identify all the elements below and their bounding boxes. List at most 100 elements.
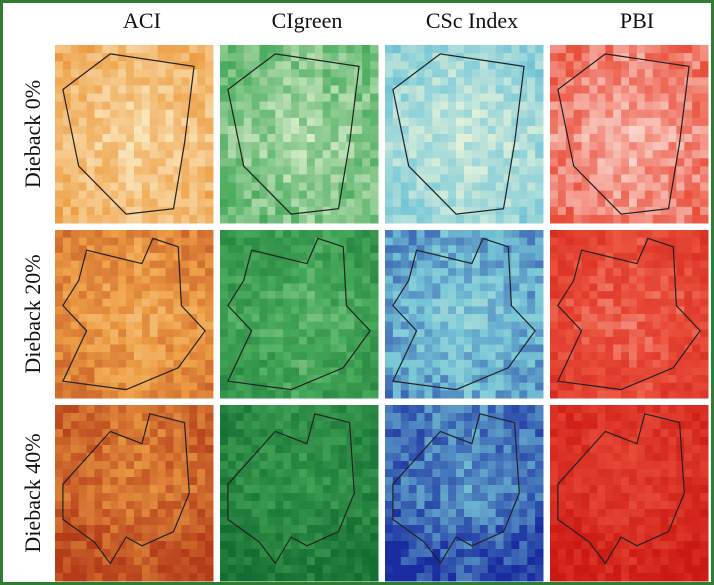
raster-cell [354, 142, 362, 151]
raster-cell [417, 253, 425, 261]
raster-cell [102, 158, 110, 167]
raster-cell [605, 337, 613, 345]
raster-cell [385, 557, 393, 566]
raster-cell [504, 85, 512, 94]
raster-cell [283, 118, 291, 127]
raster-cell [323, 45, 331, 54]
raster-cell [597, 126, 605, 135]
raster-cell [558, 525, 566, 534]
raster-cell [283, 299, 291, 307]
raster-cell [590, 283, 598, 291]
raster-cell [158, 245, 166, 253]
raster-cell [597, 85, 605, 94]
raster-cell [110, 245, 118, 253]
raster-cell [385, 183, 393, 192]
raster-cell [71, 215, 79, 224]
raster-cell [228, 477, 236, 486]
raster-cell [488, 541, 496, 550]
raster-cell [362, 299, 370, 307]
raster-cell [291, 345, 299, 353]
raster-cell [181, 533, 189, 542]
raster-cell [110, 501, 118, 510]
raster-cell [197, 360, 205, 368]
raster-panel [220, 45, 379, 224]
raster-cell [511, 453, 519, 462]
raster-cell [582, 485, 590, 494]
raster-cell [440, 573, 448, 582]
raster-cell [126, 461, 134, 470]
raster-cell [228, 268, 236, 276]
raster-cell [692, 150, 700, 159]
raster-cell [118, 360, 126, 368]
raster-cell [260, 485, 268, 494]
raster-cell [535, 533, 543, 542]
raster-cell [95, 485, 103, 494]
raster-cell [291, 493, 299, 502]
raster-cell [197, 405, 205, 414]
raster-cell [472, 94, 480, 103]
raster-cell [535, 306, 543, 314]
raster-cell [605, 61, 613, 70]
raster-cell [63, 525, 71, 534]
raster-cell [370, 322, 378, 330]
raster-cell [590, 445, 598, 454]
raster-cell [496, 150, 504, 159]
raster-cell [637, 134, 645, 143]
raster-cell [550, 253, 558, 261]
raster-cell [354, 557, 362, 566]
raster-cell [87, 390, 95, 398]
raster-cell [331, 69, 339, 78]
raster-cell [535, 453, 543, 462]
raster-cell [432, 525, 440, 534]
raster-cell [417, 485, 425, 494]
raster-cell [629, 126, 637, 135]
raster-cell [283, 283, 291, 291]
raster-cell [118, 142, 126, 151]
raster-cell [354, 413, 362, 422]
raster-cell [323, 102, 331, 111]
raster-cell [331, 405, 339, 414]
raster-cell [645, 142, 653, 151]
raster-cell [110, 345, 118, 353]
raster-cell [409, 493, 417, 502]
raster-cell [118, 565, 126, 574]
raster-cell [244, 174, 252, 183]
raster-cell [315, 322, 323, 330]
raster-cell [535, 230, 543, 238]
raster-cell [535, 207, 543, 216]
raster-cell [228, 150, 236, 159]
raster-cell [267, 352, 275, 360]
raster-cell [134, 477, 142, 486]
raster-cell [252, 77, 260, 86]
raster-cell [393, 238, 401, 246]
raster-cell [393, 276, 401, 284]
raster-cell [275, 238, 283, 246]
raster-cell [205, 77, 213, 86]
raster-cell [110, 94, 118, 103]
raster-cell [597, 337, 605, 345]
raster-cell [150, 69, 158, 78]
raster-cell [417, 102, 425, 111]
raster-cell [291, 45, 299, 54]
raster-cell [307, 61, 315, 70]
raster-cell [582, 134, 590, 143]
raster-cell [71, 533, 79, 542]
raster-cell [150, 77, 158, 86]
raster-cell [275, 110, 283, 119]
raster-cell [260, 565, 268, 574]
raster-cell [134, 283, 142, 291]
raster-cell [166, 69, 174, 78]
raster-cell [315, 85, 323, 94]
raster-cell [488, 525, 496, 534]
raster-cell [110, 421, 118, 430]
raster-cell [425, 291, 433, 299]
raster-cell [158, 126, 166, 135]
raster-cell [456, 525, 464, 534]
raster-cell [621, 291, 629, 299]
raster-cell [307, 429, 315, 438]
raster-cell [661, 85, 669, 94]
raster-cell [220, 174, 228, 183]
raster-cell [653, 322, 661, 330]
raster-cell [95, 429, 103, 438]
raster-cell [181, 77, 189, 86]
